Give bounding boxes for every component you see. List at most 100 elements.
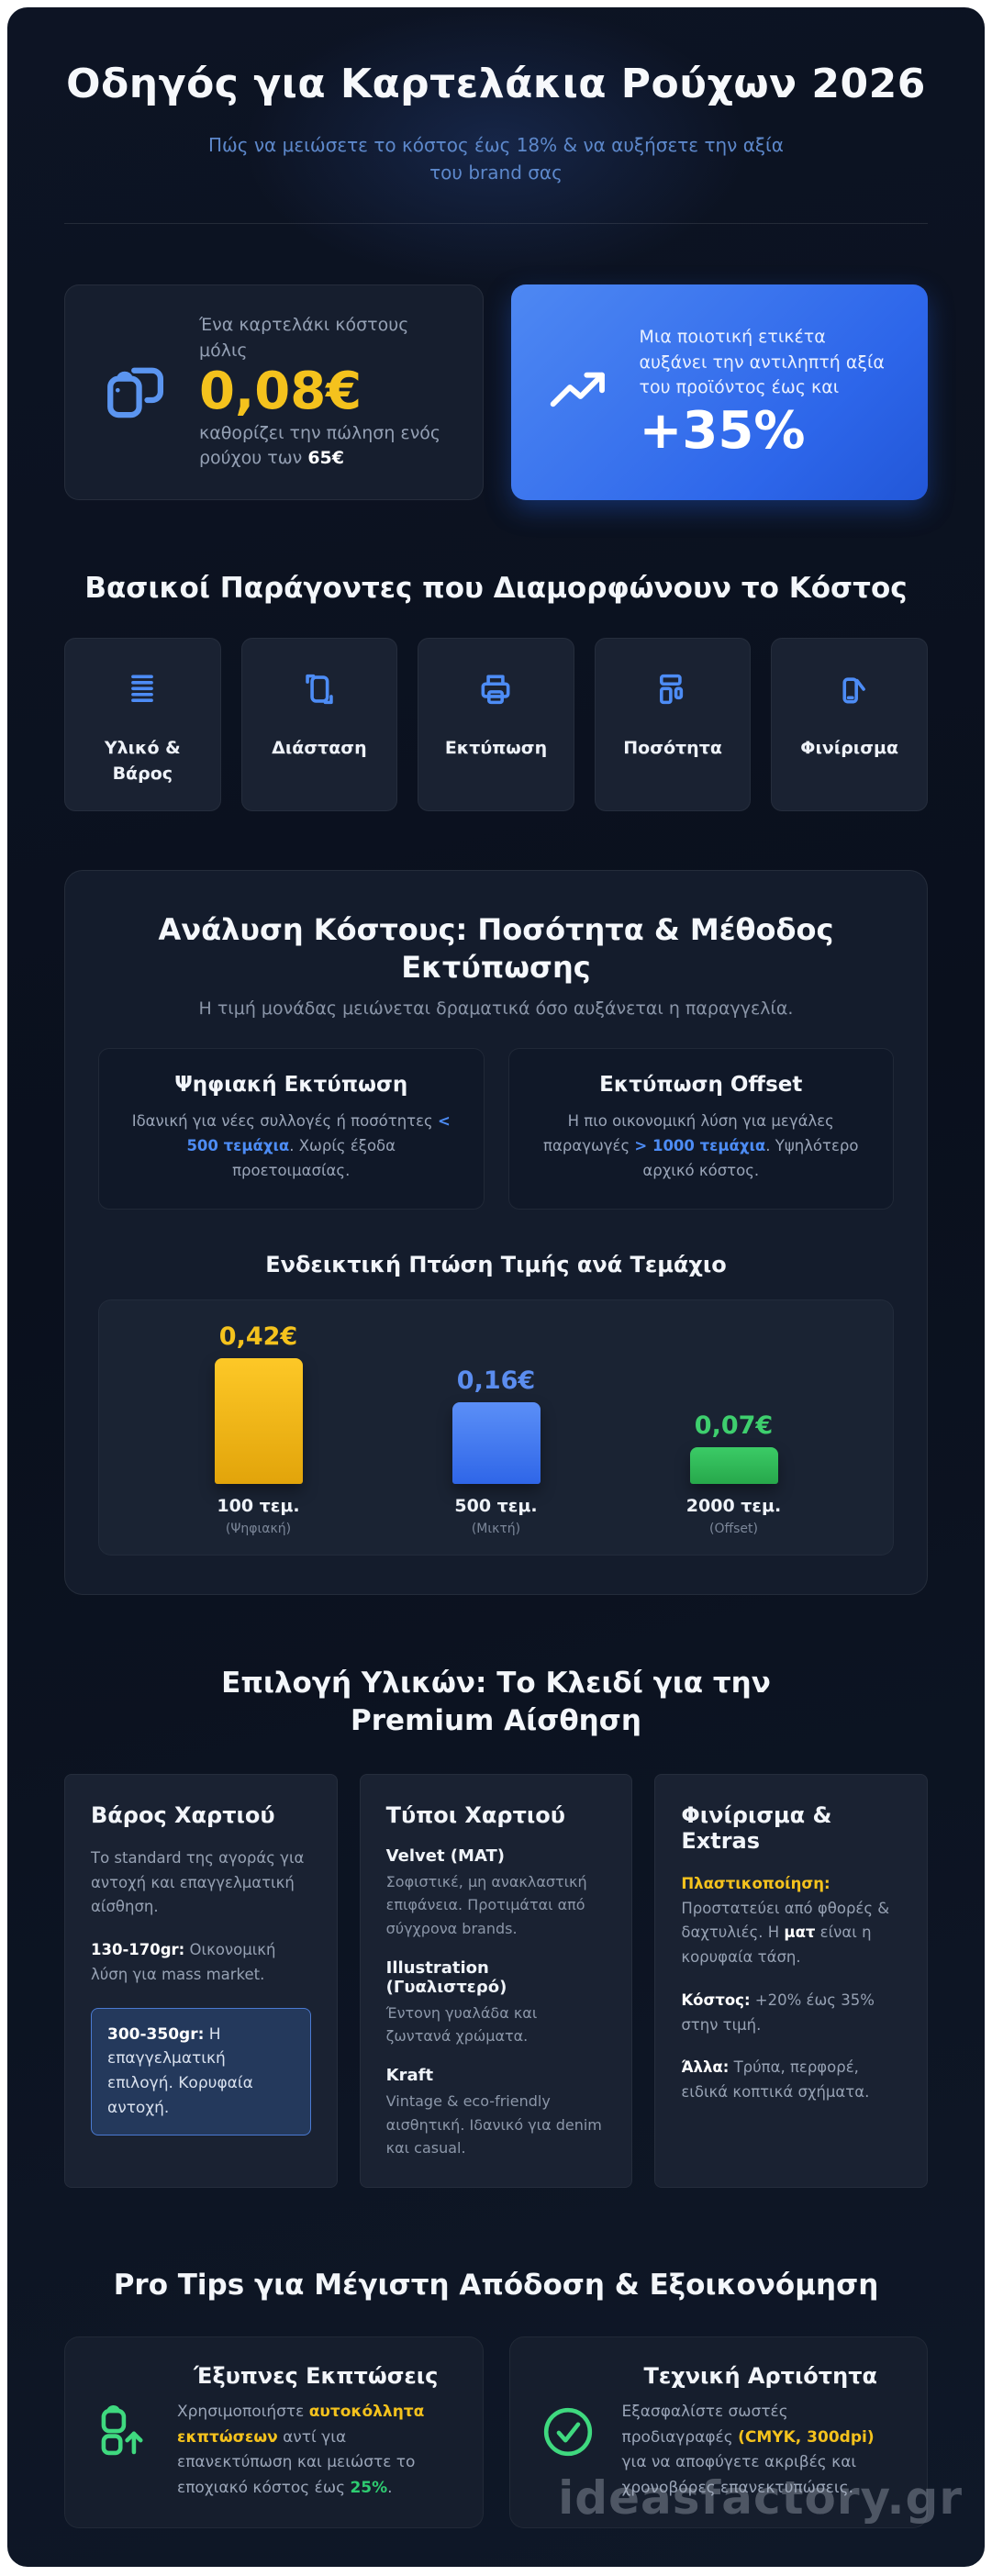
smart-discounts-title: Έξυπνες Εκπτώσεις bbox=[194, 2363, 439, 2390]
infographic-page: Οδηγός για Καρτελάκια Ρούχων 2026 Πώς να… bbox=[7, 7, 985, 2567]
trend-up-icon bbox=[542, 355, 616, 429]
perceived-value-text: Μια ποιοτική ετικέτα αυξάνει την αντιληπ… bbox=[640, 325, 897, 459]
perceived-value-desc: Μια ποιοτική ετικέτα αυξάνει την αντιληπ… bbox=[639, 327, 885, 398]
analysis-title: Ανάλυση Κόστους: Ποσότητα & Μέθοδος Εκτύ… bbox=[158, 912, 834, 986]
bar-500 bbox=[451, 1402, 541, 1485]
perceived-value-number: +35% bbox=[639, 401, 806, 461]
bar-area: 0,42€ bbox=[214, 1313, 303, 1485]
analysis-subtitle: Η τιμή μονάδας μειώνεται δραματικά όσο α… bbox=[198, 998, 794, 1020]
factors-row: Υλικό & Βάρος Διάσταση bbox=[64, 638, 928, 812]
smart-discounts-card: Έξυπνες Εκπτώσεις Χρησιμοποιήστε αυτοκόλ… bbox=[64, 2336, 484, 2528]
tags-icon bbox=[96, 352, 175, 431]
bar-category: 500 τεμ. bbox=[454, 1496, 538, 1517]
finishing-p3: Άλλα: Τρύπα, περφορέ, ειδικά κοπτικά σχή… bbox=[681, 2058, 870, 2102]
chart-bar-group-100: 0,42€ 100 τεμ. (Ψηφιακή) bbox=[139, 1313, 377, 1536]
technical-accuracy-title: Τεχνική Αρτιότητα bbox=[643, 2363, 878, 2390]
price-drop-chart: 0,42€ 100 τεμ. (Ψηφιακή) 0,16€ 500 τεμ. … bbox=[98, 1299, 894, 1556]
offset-print-card: Εκτύπωση Offset Η πιο οικονομική λύση γι… bbox=[507, 1048, 894, 1210]
print-methods-row: Ψηφιακή Εκτύπωση Ιδανική για νέες συλλογ… bbox=[98, 1048, 894, 1210]
chart-title: Ενδεικτική Πτώση Τιμής ανά Τεμάχιο bbox=[265, 1252, 727, 1278]
bar-area: 0,07€ bbox=[689, 1313, 778, 1485]
smart-discounts-content: Έξυπνες Εκπτώσεις Χρησιμοποιήστε αυτοκόλ… bbox=[177, 2363, 455, 2501]
cost-analysis-card: Ανάλυση Κόστους: Ποσότητα & Μέθοδος Εκτύ… bbox=[64, 870, 928, 1596]
bar-100 bbox=[214, 1358, 303, 1485]
technical-accuracy-text: Εξασφαλίστε σωστές προδιαγραφές (CMYK, 3… bbox=[621, 2403, 875, 2497]
factor-card-finishing: Φινίρισμα bbox=[771, 638, 928, 812]
tag-cost-text: Ένα καρτελάκι κόστους μόλις 0,08€ καθορί… bbox=[199, 313, 451, 472]
finishing-icon bbox=[829, 666, 871, 712]
digital-print-title: Ψηφιακή Εκτύπωση bbox=[174, 1073, 408, 1098]
content-column: Οδηγός για Καρτελάκια Ρούχων 2026 Πώς να… bbox=[64, 61, 929, 2528]
check-circle-icon bbox=[538, 2402, 598, 2462]
chart-columns: 0,42€ 100 τεμ. (Ψηφιακή) 0,16€ 500 τεμ. … bbox=[139, 1313, 853, 1536]
page-title: Οδηγός για Καρτελάκια Ρούχων 2026 bbox=[66, 61, 926, 107]
paper-types-card: Τύποι Χαρτιού Velvet (MAT) Σοφιστικέ, μη… bbox=[359, 1773, 633, 2189]
chart-bar-group-2000: 0,07€ 2000 τεμ. (Offset) bbox=[615, 1313, 853, 1536]
printing-icon bbox=[474, 666, 517, 712]
protips-section-title: Pro Tips για Μέγιστη Απόδοση & Εξοικονόμ… bbox=[113, 2269, 879, 2303]
bar-category: 2000 τεμ. bbox=[685, 1496, 782, 1517]
digital-print-text: Ιδανική για νέες συλλογές ή ποσότητες < … bbox=[131, 1112, 451, 1179]
material-weight-icon bbox=[121, 666, 163, 712]
paper-weight-card: Βάρος Χαρτιού Το standard της αγοράς για… bbox=[64, 1773, 338, 2189]
factor-card-material: Υλικό & Βάρος bbox=[64, 638, 221, 812]
tag-cost-outro: καθορίζει την πώληση ενός ρούχου των 65€ bbox=[199, 422, 441, 469]
factor-label: Εκτύπωση bbox=[444, 738, 548, 759]
bar-note: (Offset) bbox=[709, 1522, 758, 1537]
tag-cost-value: 0,08€ bbox=[199, 362, 362, 422]
factor-label: Φινίρισμα bbox=[800, 738, 899, 759]
discount-stickers-icon bbox=[93, 2402, 153, 2462]
perceived-value-card: Μια ποιοτική ετικέτα αυξάνει την αντιληπ… bbox=[510, 284, 928, 500]
paper-type-name: Velvet (MAT) bbox=[385, 1846, 505, 1866]
factor-card-dimension: Διάσταση bbox=[240, 638, 398, 812]
factor-label: Διάσταση bbox=[272, 738, 367, 759]
paper-weight-title: Βάρος Χαρτιού bbox=[91, 1801, 275, 1828]
paper-weight-p2: 130-170gr: Οικονομική λύση για mass mark… bbox=[91, 1941, 276, 1983]
paper-type-entry: Illustration (Γυαλιστερό) Έντονη γυαλάδα… bbox=[386, 1958, 607, 2048]
factors-section-title: Βασικοί Παράγοντες που Διαμορφώνουν το Κ… bbox=[84, 571, 908, 605]
bar-note: (Μικτή) bbox=[471, 1522, 521, 1537]
finishing-extras-card: Φινίρισμα & Extras Πλαστικοποίηση: Προστ… bbox=[654, 1773, 929, 2189]
bar-note: (Ψηφιακή) bbox=[225, 1522, 292, 1537]
materials-section-title: Επιλογή Υλικών: Το Κλειδί για την Premiu… bbox=[221, 1667, 771, 1737]
tag-cost-intro: Ένα καρτελάκι κόστους μόλις bbox=[199, 315, 409, 361]
offset-print-text: Η πιο οικονομική λύση για μεγάλες παραγω… bbox=[543, 1112, 859, 1179]
bar-value-label: 0,07€ bbox=[694, 1411, 774, 1441]
smart-discounts-text: Χρησιμοποιήστε αυτοκόλλητα εκπτώσεων αντ… bbox=[177, 2403, 425, 2497]
paper-type-name: Illustration (Γυαλιστερό) bbox=[385, 1957, 507, 1997]
technical-accuracy-card: Τεχνική Αρτιότητα Εξασφαλίστε σωστές προ… bbox=[508, 2336, 928, 2528]
factor-label: Υλικό & Βάρος bbox=[104, 738, 181, 784]
bar-value-label: 0,42€ bbox=[218, 1322, 298, 1352]
chart-bar-group-500: 0,16€ 500 τεμ. (Μικτή) bbox=[377, 1313, 615, 1536]
protips-row: Έξυπνες Εκπτώσεις Χρησιμοποιήστε αυτοκόλ… bbox=[64, 2336, 928, 2528]
bar-2000 bbox=[689, 1447, 778, 1485]
paper-type-entry: Velvet (MAT) Σοφιστικέ, μη ανακλαστική ε… bbox=[386, 1846, 607, 1940]
quantity-icon bbox=[652, 666, 694, 712]
tag-cost-card: Ένα καρτελάκι κόστους μόλις 0,08€ καθορί… bbox=[64, 284, 484, 500]
materials-row: Βάρος Χαρτιού Το standard της αγοράς για… bbox=[64, 1773, 929, 2189]
bar-value-label: 0,16€ bbox=[456, 1366, 536, 1396]
bar-area: 0,16€ bbox=[451, 1313, 541, 1485]
paper-type-entry: Kraft Vintage & eco-friendly αισθητική. … bbox=[386, 2066, 607, 2159]
factor-card-quantity: Ποσότητα bbox=[594, 638, 752, 812]
offset-print-title: Εκτύπωση Offset bbox=[599, 1073, 803, 1098]
dimension-icon bbox=[298, 666, 340, 712]
factor-label: Ποσότητα bbox=[623, 738, 722, 759]
paper-types-title: Τύποι Χαρτιού bbox=[385, 1801, 565, 1828]
digital-print-card: Ψηφιακή Εκτύπωση Ιδανική για νέες συλλογ… bbox=[98, 1048, 485, 1210]
technical-accuracy-content: Τεχνική Αρτιότητα Εξασφαλίστε σωστές προ… bbox=[622, 2363, 900, 2501]
finishing-extras-title: Φινίρισμα & Extras bbox=[681, 1801, 832, 1854]
header-divider bbox=[64, 223, 928, 225]
paper-weight-p1: Το standard της αγοράς για αντοχή και επ… bbox=[91, 1848, 305, 1916]
hero-stats-row: Ένα καρτελάκι κόστους μόλις 0,08€ καθορί… bbox=[64, 284, 928, 500]
paper-type-desc: Σοφιστικέ, μη ανακλαστική επιφάνεια. Προ… bbox=[385, 1872, 587, 1937]
page-subtitle: Πώς να μειώσετε το κόστος έως 18% & να α… bbox=[208, 134, 784, 184]
finishing-p1: Πλαστικοποίηση: Προστατεύει από φθορές &… bbox=[681, 1874, 890, 1967]
paper-weight-highlight-box: 300-350gr: Η επαγγελματική επιλογή. Κορυ… bbox=[91, 2007, 311, 2136]
paper-type-desc: Έντονη γυαλάδα και ζωντανά χρώματα. bbox=[385, 2003, 538, 2046]
bar-category: 100 τεμ. bbox=[217, 1496, 300, 1517]
finishing-p2: Κόστος: +20% έως 35% στην τιμή. bbox=[681, 1991, 875, 2034]
factor-card-printing: Εκτύπωση bbox=[418, 638, 574, 812]
paper-type-name: Kraft bbox=[385, 2066, 434, 2086]
paper-type-desc: Vintage & eco-friendly αισθητική. Ιδανικ… bbox=[385, 2092, 602, 2157]
